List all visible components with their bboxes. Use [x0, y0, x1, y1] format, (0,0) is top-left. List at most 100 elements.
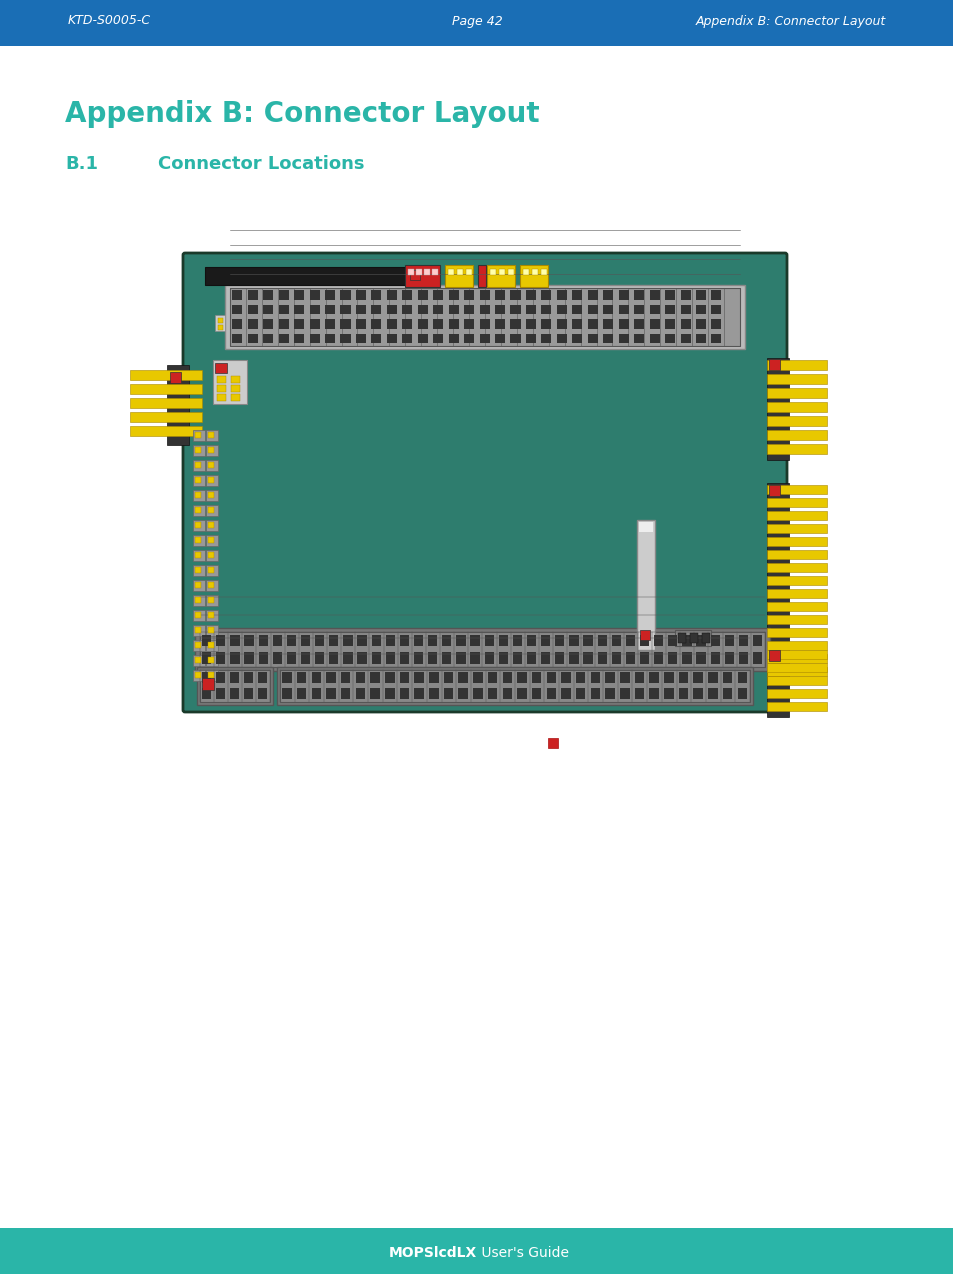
- Bar: [532, 673, 541, 683]
- Bar: [618, 334, 628, 343]
- Bar: [200, 670, 270, 702]
- Bar: [208, 476, 213, 483]
- Bar: [206, 520, 218, 531]
- Bar: [675, 631, 710, 646]
- Bar: [233, 304, 242, 315]
- Bar: [340, 334, 350, 343]
- Bar: [208, 567, 213, 573]
- Bar: [498, 634, 507, 646]
- Bar: [583, 652, 592, 664]
- Bar: [194, 671, 201, 678]
- Bar: [639, 634, 648, 646]
- Bar: [634, 320, 643, 329]
- Bar: [208, 432, 213, 438]
- Bar: [618, 304, 628, 315]
- Bar: [679, 304, 690, 315]
- Bar: [619, 673, 629, 683]
- Bar: [202, 688, 211, 699]
- Bar: [766, 641, 826, 650]
- Bar: [443, 673, 453, 683]
- Bar: [402, 320, 412, 329]
- Bar: [370, 673, 379, 683]
- Bar: [206, 460, 218, 471]
- Bar: [130, 369, 202, 380]
- Bar: [639, 652, 648, 664]
- Bar: [532, 688, 541, 699]
- FancyBboxPatch shape: [0, 1228, 953, 1274]
- Text: Connector Locations: Connector Locations: [158, 155, 364, 173]
- Bar: [458, 673, 468, 683]
- Bar: [193, 550, 205, 561]
- Bar: [206, 431, 218, 441]
- Bar: [618, 290, 628, 299]
- Bar: [208, 552, 213, 558]
- Bar: [766, 576, 826, 585]
- Bar: [206, 655, 218, 666]
- Bar: [208, 642, 213, 648]
- Bar: [231, 385, 240, 392]
- Bar: [569, 634, 578, 646]
- Bar: [194, 432, 201, 438]
- Bar: [484, 652, 494, 664]
- Bar: [766, 603, 826, 612]
- Bar: [193, 520, 205, 531]
- Bar: [216, 634, 225, 646]
- Bar: [541, 304, 551, 315]
- Bar: [355, 334, 366, 343]
- Bar: [410, 270, 419, 280]
- Bar: [428, 652, 436, 664]
- Bar: [522, 269, 529, 275]
- Bar: [296, 688, 306, 699]
- Bar: [484, 634, 494, 646]
- Bar: [560, 688, 570, 699]
- Bar: [486, 265, 515, 287]
- Bar: [326, 673, 335, 683]
- Bar: [399, 652, 409, 664]
- Bar: [429, 688, 438, 699]
- Bar: [707, 688, 717, 699]
- Bar: [206, 564, 218, 576]
- Bar: [464, 304, 474, 315]
- Bar: [654, 652, 662, 664]
- Bar: [206, 610, 218, 620]
- Bar: [649, 673, 659, 683]
- Bar: [282, 688, 292, 699]
- Bar: [639, 522, 652, 533]
- Bar: [618, 320, 628, 329]
- Bar: [572, 304, 581, 315]
- Bar: [766, 668, 826, 676]
- Bar: [634, 673, 643, 683]
- Text: Appendix B: Connector Layout: Appendix B: Connector Layout: [695, 14, 885, 28]
- Bar: [312, 688, 321, 699]
- Bar: [130, 397, 202, 408]
- Bar: [525, 304, 536, 315]
- Bar: [540, 634, 550, 646]
- Bar: [258, 688, 267, 699]
- Bar: [768, 359, 780, 369]
- Bar: [216, 385, 226, 392]
- Bar: [663, 688, 673, 699]
- Bar: [194, 476, 201, 483]
- Bar: [678, 688, 688, 699]
- Bar: [576, 688, 585, 699]
- Bar: [233, 320, 242, 329]
- Bar: [667, 652, 677, 664]
- Bar: [766, 676, 826, 685]
- Bar: [205, 268, 415, 285]
- Bar: [513, 652, 521, 664]
- Bar: [429, 673, 438, 683]
- Bar: [231, 376, 240, 383]
- Bar: [216, 394, 226, 401]
- Bar: [208, 598, 213, 603]
- Bar: [711, 320, 720, 329]
- Bar: [230, 652, 239, 664]
- Bar: [557, 320, 566, 329]
- Bar: [664, 290, 675, 299]
- Bar: [287, 634, 295, 646]
- Bar: [287, 652, 295, 664]
- Bar: [233, 290, 242, 299]
- Bar: [766, 445, 826, 454]
- Bar: [244, 634, 253, 646]
- Bar: [294, 320, 304, 329]
- Bar: [278, 320, 289, 329]
